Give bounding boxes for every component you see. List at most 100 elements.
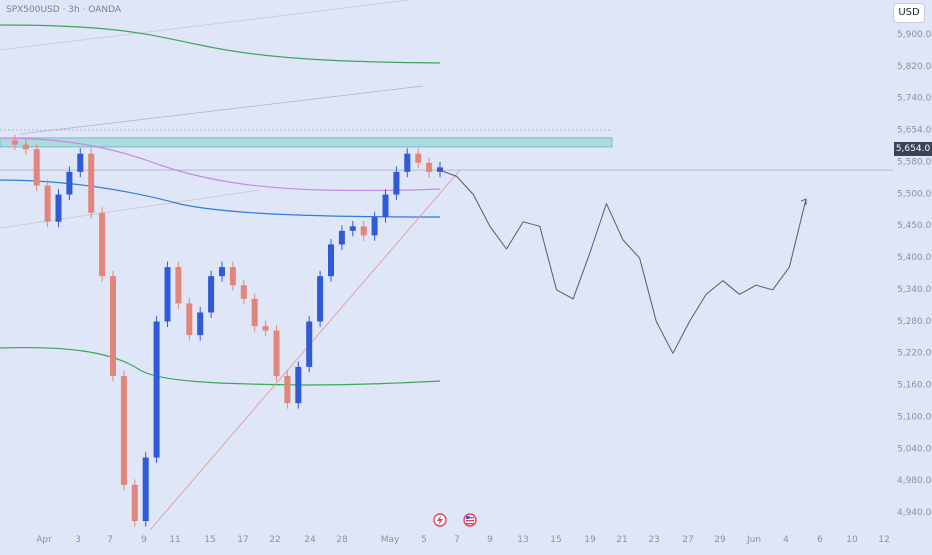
ma-blue xyxy=(0,179,441,218)
x-tick-label: 24 xyxy=(304,535,316,545)
candle-body xyxy=(338,230,345,245)
x-tick-label: 12 xyxy=(878,535,889,545)
x-tick-label: 9 xyxy=(487,535,493,545)
y-tick-label: 5,820.0 xyxy=(897,62,932,72)
channel-line-upper xyxy=(0,0,411,51)
ma-green-upper xyxy=(0,24,441,64)
y-tick-label: 5,740.0 xyxy=(897,94,932,104)
ma-purple xyxy=(0,137,441,192)
candle-body xyxy=(110,276,116,376)
candle-body xyxy=(371,217,378,236)
projection-path xyxy=(439,169,807,354)
candle-body xyxy=(153,321,160,458)
candle-body xyxy=(437,167,443,172)
x-tick-label: 9 xyxy=(141,535,147,545)
y-tick-label: 5,654.0 xyxy=(897,126,932,136)
candle-body xyxy=(99,212,106,277)
candle-body xyxy=(186,303,193,336)
y-tick-label: 5,450.0 xyxy=(897,221,932,231)
x-tick-label: 23 xyxy=(648,535,659,545)
flag-stripe xyxy=(466,523,474,525)
resistance-zone xyxy=(0,137,613,148)
candle-body xyxy=(11,140,18,145)
x-tick-label: 17 xyxy=(237,535,248,545)
candle-body xyxy=(77,153,84,172)
x-tick-label: 4 xyxy=(783,535,789,545)
candle-body xyxy=(22,144,29,150)
candle-body xyxy=(306,321,313,367)
candle-body xyxy=(240,285,247,299)
candle-body xyxy=(120,375,127,485)
x-tick-label: 6 xyxy=(817,535,823,545)
x-tick-label: 5 xyxy=(421,535,427,545)
x-tick-label: 7 xyxy=(107,535,113,545)
candle-body xyxy=(262,326,269,331)
x-tick-label: 21 xyxy=(616,535,627,545)
candle-body xyxy=(229,267,236,286)
candle-body xyxy=(317,276,324,322)
flag-stripe xyxy=(466,520,474,522)
y-tick-label: 5,400.0 xyxy=(897,253,932,263)
candle-body xyxy=(415,153,422,163)
y-tick-label: 5,040.0 xyxy=(897,444,932,454)
flag-canton xyxy=(466,516,470,519)
x-tick-label: 11 xyxy=(169,535,180,545)
y-tick-label: 4,940.0 xyxy=(897,508,932,518)
channel-line-lower xyxy=(0,189,261,229)
candle-body xyxy=(88,153,95,213)
y-tick-label: 5,900.0 xyxy=(897,30,932,40)
y-tick-label: 5,580.0 xyxy=(897,157,932,167)
candle-body xyxy=(295,366,302,404)
ma-green-lower xyxy=(0,346,441,386)
symbol-label: SPX500USD · 3h · OANDA xyxy=(6,5,122,15)
last-price-tag: 5,654.0 xyxy=(894,142,932,156)
candle-body xyxy=(33,149,40,186)
y-tick-label: 5,100.0 xyxy=(897,412,932,422)
candle-body xyxy=(131,484,138,522)
candle-body xyxy=(164,267,171,322)
candle-body xyxy=(349,226,356,231)
y-tick-label: 5,220.0 xyxy=(897,349,932,359)
x-tick-label: May xyxy=(381,535,400,545)
candle-body xyxy=(142,457,149,522)
x-tick-label: 13 xyxy=(517,535,528,545)
candle-body xyxy=(197,312,204,336)
candle-body xyxy=(382,194,389,218)
candle-body xyxy=(328,244,334,277)
candle-body xyxy=(393,171,400,195)
x-tick-label: 3 xyxy=(75,535,81,545)
x-tick-label: 29 xyxy=(714,535,726,545)
x-tick-label: 19 xyxy=(584,535,596,545)
candle-body xyxy=(360,226,367,236)
y-tick-label: 5,280.0 xyxy=(897,317,932,327)
y-tick-label: 5,500.0 xyxy=(897,189,932,199)
x-tick-label: Jun xyxy=(746,535,761,545)
flag-stripe xyxy=(466,517,474,519)
x-tick-label: 15 xyxy=(204,535,215,545)
candle-body xyxy=(219,267,225,277)
candle-body xyxy=(251,298,258,327)
candle-body xyxy=(284,375,291,404)
lightning-glyph xyxy=(437,515,443,526)
candle-body xyxy=(175,267,182,304)
candle-body xyxy=(208,276,215,313)
projection-arrowhead xyxy=(800,198,807,206)
candle-body xyxy=(66,171,73,195)
candle-body xyxy=(273,330,280,376)
y-tick-label: 4,980.0 xyxy=(897,476,932,486)
x-tick-label: 7 xyxy=(454,535,460,545)
x-tick-label: 28 xyxy=(336,535,348,545)
x-tick-label: Apr xyxy=(36,535,52,545)
x-tick-label: 27 xyxy=(682,535,693,545)
upper-slope-line xyxy=(19,85,424,135)
y-tick-label: 5,340.0 xyxy=(897,285,932,295)
x-tick-label: 10 xyxy=(846,535,858,545)
x-tick-label: 22 xyxy=(269,535,280,545)
x-tick-label: 15 xyxy=(550,535,561,545)
y-tick-label: 5,160.0 xyxy=(897,381,932,391)
candle-body xyxy=(44,185,51,222)
trendline xyxy=(149,169,461,531)
currency-button[interactable]: USD xyxy=(893,3,925,23)
